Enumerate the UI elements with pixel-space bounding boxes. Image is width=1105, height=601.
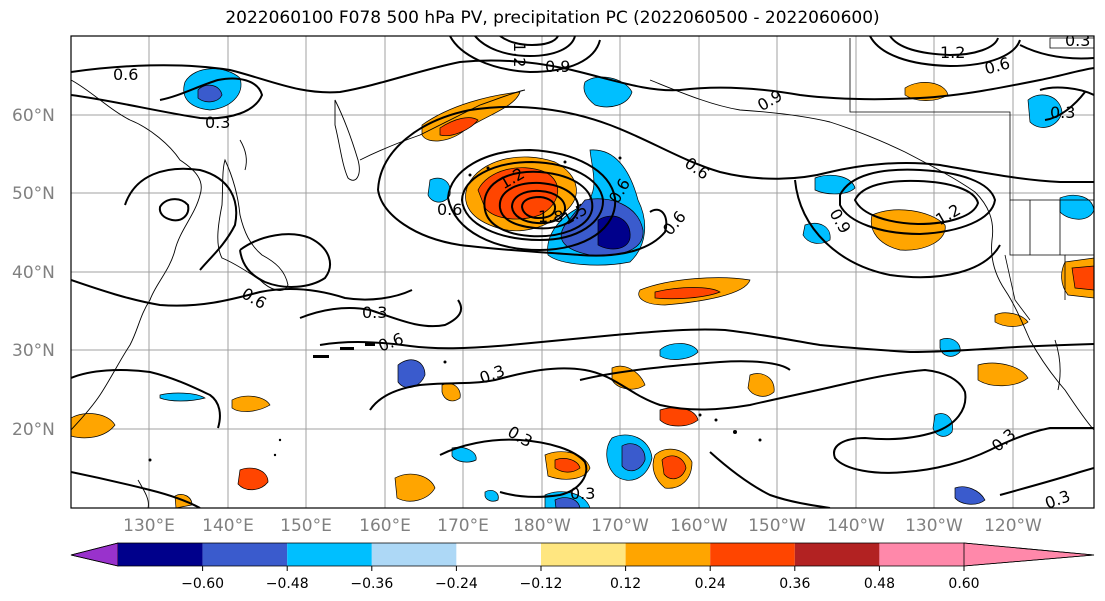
colorbar-tick-label: −0.12 <box>520 576 563 592</box>
colorbar: −0.60 −0.48 −0.36 −0.24 −0.12 0.12 0.24 … <box>70 542 1095 592</box>
contour-label: 0.3 <box>362 303 387 322</box>
coastlines <box>71 79 1094 508</box>
contour-label: 0.6 <box>437 200 462 219</box>
lat-label: 20°N <box>12 420 55 440</box>
lon-label: 160°E <box>359 516 411 536</box>
contour-label: 1.8 <box>538 207 563 226</box>
colorbar-segment <box>456 543 541 566</box>
pv-contour-low-center-1 <box>483 170 594 238</box>
colorbar-segment <box>710 543 795 566</box>
lat-labels: 60°N 50°N 40°N 30°N 20°N <box>12 106 55 440</box>
colorbar-segment <box>371 543 457 566</box>
contour-label: 1.2 <box>940 43 965 62</box>
map-title: 2022060100 F078 500 hPa PV, precipitatio… <box>225 8 880 28</box>
colorbar-tick-label: −0.36 <box>350 576 393 592</box>
colorbar-segment <box>625 543 711 566</box>
contour-label: 0.3 <box>570 484 595 503</box>
contour-label: 0.3 <box>205 113 230 132</box>
lat-label: 40°N <box>12 263 55 283</box>
contour-label: 0.9 <box>545 57 570 76</box>
colorbar-tick-label: 0.12 <box>610 576 641 592</box>
pv-contour-0.6-north <box>71 59 1094 101</box>
lat-label: 60°N <box>12 106 55 126</box>
islands <box>148 156 762 462</box>
colorbar-tick-label: 0.24 <box>695 576 726 592</box>
lon-label: 130°E <box>123 516 175 536</box>
lon-labels: 130°E 140°E 150°E 160°E 170°E 180°W 170°… <box>123 516 1042 536</box>
contour-label: 0.3 <box>1050 103 1075 122</box>
colorbar-segment <box>202 543 288 566</box>
lon-label: 140°E <box>202 516 254 536</box>
lon-label: 120°W <box>984 516 1042 536</box>
colorbar-tick-label: 0.60 <box>948 576 979 592</box>
contour-label: 0.6 <box>113 65 138 84</box>
colorbar-frame <box>70 542 1095 567</box>
lon-label: 130°W <box>905 516 963 536</box>
colorbar-segment <box>541 543 626 566</box>
pv-contour-gulf-of-alaska-low <box>839 168 997 236</box>
lon-label: 180°W <box>513 516 571 536</box>
colorbar-ticks <box>202 566 965 571</box>
colorbar-extend-high <box>963 542 1095 567</box>
lon-label: 170°W <box>591 516 649 536</box>
colorbar-tick-labels: −0.60 −0.48 −0.36 −0.24 −0.12 0.12 0.24 … <box>181 576 979 592</box>
pv-contour-alaska-high <box>449 36 601 74</box>
colorbar-segment <box>794 543 880 566</box>
colorbar-extend-low <box>70 542 119 567</box>
lon-label: 150°E <box>280 516 332 536</box>
pv-contour-0.3-nw <box>71 77 264 120</box>
lon-label: 170°E <box>437 516 489 536</box>
contour-label: 0.3 <box>1065 31 1090 50</box>
lon-label: 150°W <box>748 516 806 536</box>
pv-contours <box>71 36 1094 508</box>
contour-label: 0.3 <box>1042 486 1072 513</box>
colorbar-tick-label: −0.24 <box>435 576 478 592</box>
colorbar-segment <box>118 543 203 566</box>
colorbar-tick-label: 0.36 <box>779 576 810 592</box>
political-boundaries <box>849 37 1094 321</box>
lon-label: 140°W <box>827 516 885 536</box>
colorbar-tick-label: −0.60 <box>181 576 224 592</box>
lon-label: 160°W <box>670 516 728 536</box>
lat-label: 50°N <box>12 184 55 204</box>
plot-frame <box>70 35 1095 509</box>
colorbar-segment <box>287 543 372 566</box>
colorbar-segment <box>879 543 964 566</box>
contour-label: 1.2 <box>510 42 529 67</box>
lat-label: 30°N <box>12 341 55 361</box>
colorbar-tick-label: 0.48 <box>864 576 895 592</box>
colorbar-tick-label: −0.48 <box>266 576 309 592</box>
